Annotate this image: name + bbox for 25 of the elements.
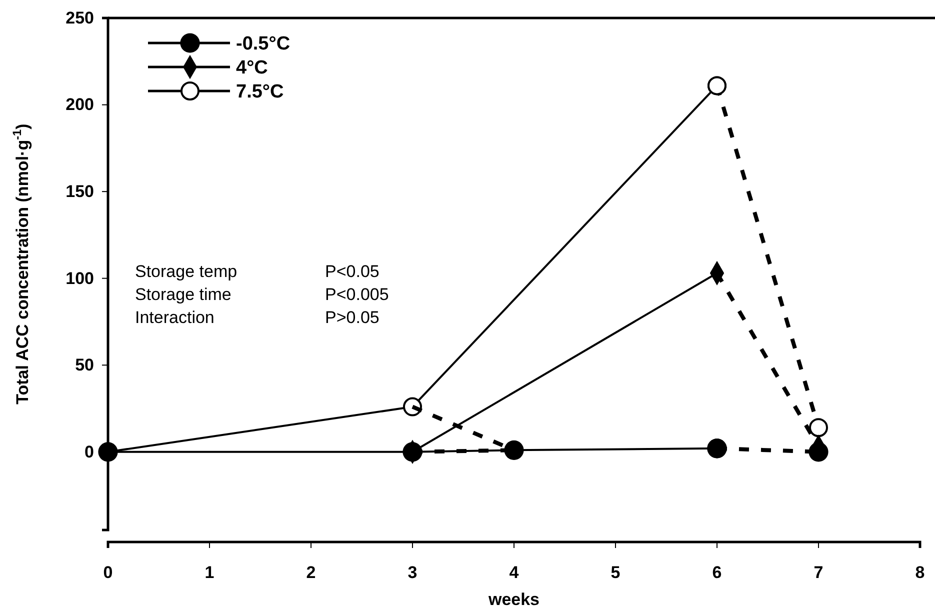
annotation: P>0.05	[325, 308, 380, 327]
annotation: Storage time	[135, 285, 232, 304]
x-tick-label: 1	[204, 563, 214, 582]
x-tick-label: 0	[103, 563, 113, 582]
annotation: P<0.005	[325, 285, 389, 304]
annotation: Interaction	[135, 308, 214, 327]
y-tick-label: 250	[66, 8, 94, 28]
x-tick-label: 7	[814, 563, 824, 582]
y-tick-label: 150	[66, 182, 94, 201]
x-tick-label: 5	[610, 563, 620, 582]
legend-label: 7.5°C	[236, 82, 284, 103]
legend-label: 4°C	[236, 58, 268, 79]
x-tick-label: 8	[915, 563, 925, 582]
y-tick-label: 0	[84, 442, 94, 462]
x-tick-label: 4	[509, 563, 520, 582]
annotation: Storage temp	[135, 262, 238, 281]
y-tick-label: 200	[66, 95, 94, 114]
y-tick-label: 50	[75, 356, 94, 375]
annotation: P<0.05	[325, 262, 380, 281]
legend-label: -0.5°C	[236, 34, 290, 55]
x-axis-title: weeks	[487, 590, 540, 609]
x-tick-label: 6	[712, 563, 722, 582]
x-tick-label: 3	[408, 563, 418, 582]
y-tick-label: 100	[66, 268, 94, 288]
x-tick-label: 2	[306, 563, 316, 582]
